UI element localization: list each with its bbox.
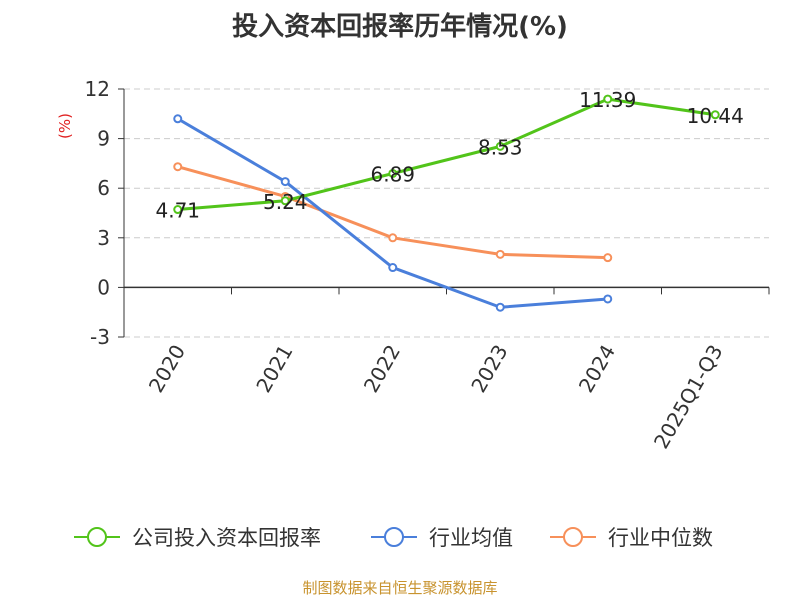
legend-marker-icon (371, 527, 417, 547)
data-point[interactable] (173, 205, 183, 215)
y-tick-label: 12 (85, 77, 110, 101)
data-point[interactable] (495, 141, 505, 151)
y-tick-label: 3 (97, 226, 110, 250)
data-point[interactable] (603, 253, 613, 263)
y-tick-label: 9 (97, 127, 110, 151)
data-point[interactable] (603, 294, 613, 304)
data-point[interactable] (495, 302, 505, 312)
data-label: 8.53 (478, 135, 523, 159)
data-source-note: 制图数据来自恒生聚源数据库 (302, 579, 498, 597)
legend-item-industry-median[interactable]: 行业中位数 (548, 522, 713, 552)
legend-label: 公司投入资本回报率 (132, 526, 321, 550)
data-point[interactable] (388, 233, 398, 243)
series-lines (173, 94, 720, 312)
legend-item-industry-mean[interactable]: 行业均值 (369, 522, 513, 552)
data-point[interactable] (173, 162, 183, 172)
data-point[interactable] (495, 249, 505, 259)
legend-marker-icon (550, 527, 596, 547)
data-label: 4.71 (155, 199, 200, 223)
chart-title: 投入资本回报率历年情况(%) (232, 12, 568, 42)
data-point[interactable] (388, 263, 398, 273)
data-point[interactable] (710, 110, 720, 120)
x-tick-label: 2022 (359, 341, 405, 397)
x-tick-label: 2021 (251, 341, 297, 397)
x-tick-label: 2020 (144, 341, 190, 397)
y-axis-label: (%) (56, 113, 74, 139)
data-label: 10.44 (687, 104, 744, 128)
data-point[interactable] (388, 168, 398, 178)
y-tick-label: 6 (97, 176, 110, 200)
axes: 12 9 6 3 0 -3 2020 2021 2022 2023 2024 2025Q1-Q3 (85, 77, 770, 453)
data-label: 5.24 (263, 190, 308, 214)
gridlines (124, 88, 769, 338)
data-point[interactable] (280, 177, 290, 187)
data-point[interactable] (173, 114, 183, 124)
series-line (176, 117, 608, 309)
legend-label: 行业中位数 (608, 526, 713, 550)
data-point[interactable] (280, 196, 290, 206)
legend-marker-icon (74, 527, 120, 547)
y-tick-label: 0 (97, 275, 110, 299)
x-tick-label: 2024 (574, 341, 620, 397)
y-tick-label: -3 (90, 325, 110, 349)
legend-label: 行业均值 (429, 526, 513, 550)
legend-item-company[interactable]: 公司投入资本回报率 (72, 522, 321, 552)
data-labels: 4.71 5.24 6.89 8.53 11.39 10.44 (155, 88, 743, 222)
data-label: 11.39 (579, 88, 636, 112)
x-tick-label: 2023 (466, 341, 512, 397)
line-chart: (%) 12 9 6 3 0 -3 2020 2021 2022 2023 2024 2025Q1-Q… (56, 77, 770, 453)
data-label: 6.89 (370, 162, 415, 186)
x-tick-label: 2025Q1-Q3 (649, 341, 728, 453)
series-line (177, 97, 716, 212)
data-point[interactable] (603, 94, 613, 104)
